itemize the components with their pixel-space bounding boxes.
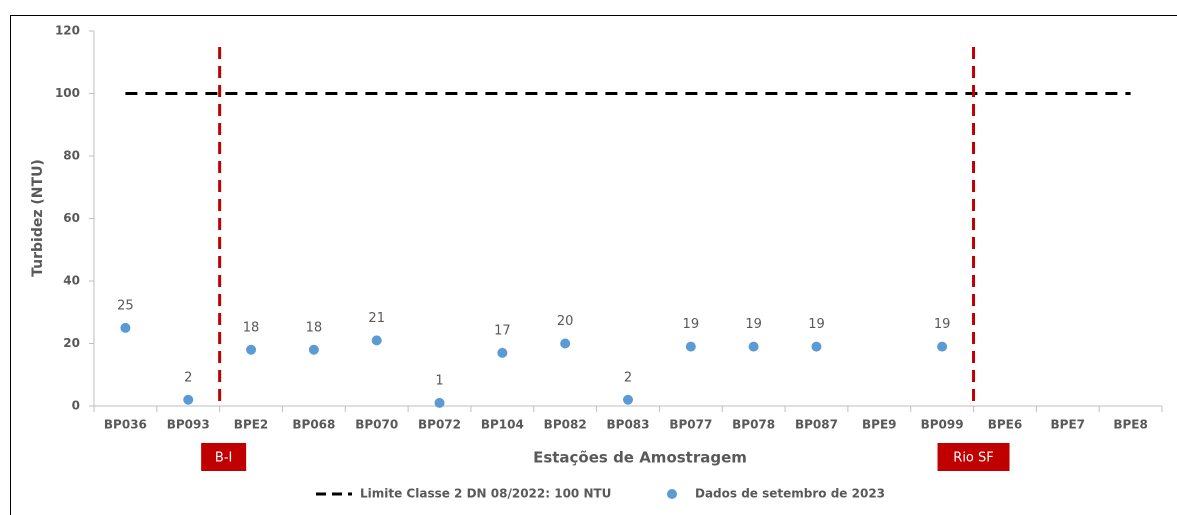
legend-marker	[667, 489, 677, 499]
data-point	[246, 344, 257, 355]
data-point	[434, 397, 445, 408]
data-point	[811, 341, 822, 352]
x-tick-label: BP083	[607, 418, 650, 432]
y-tick-label: 60	[63, 211, 80, 225]
data-point	[560, 338, 571, 349]
divider-label: Rio SF	[953, 451, 993, 466]
y-tick-label: 40	[63, 274, 80, 288]
y-axis-title: Turbidez (NTU)	[30, 159, 46, 277]
divider-label: B-I	[215, 451, 232, 466]
data-point	[623, 394, 633, 405]
data-label: 19	[683, 317, 700, 332]
data-label: 25	[117, 298, 134, 313]
data-label: 18	[306, 320, 323, 335]
x-tick-label: BP099	[921, 418, 964, 432]
divider-label-box	[937, 443, 1010, 471]
x-tick-label: BP078	[732, 418, 775, 432]
data-label: 19	[745, 317, 762, 332]
y-tick-label: 80	[63, 149, 80, 163]
data-point	[748, 341, 759, 352]
data-point	[937, 341, 948, 352]
y-tick-label: 0	[72, 399, 80, 413]
data-label: 21	[368, 311, 385, 326]
x-tick-label: BP077	[669, 418, 712, 432]
data-label: 20	[557, 314, 574, 329]
x-tick-label: BPE8	[1113, 418, 1148, 432]
y-tick-label: 100	[55, 86, 80, 100]
data-point	[308, 344, 319, 355]
x-tick-label: BP072	[418, 418, 461, 432]
data-label: 17	[494, 323, 511, 338]
x-tick-label: BPE2	[234, 418, 269, 432]
x-tick-label: BPE6	[988, 418, 1023, 432]
data-point	[371, 335, 382, 346]
data-label: 1	[435, 373, 443, 388]
legend-label: Limite Classe 2 DN 08/2022: 100 NTU	[360, 487, 611, 501]
x-tick-label: BP068	[292, 418, 335, 432]
x-tick-label: BP070	[355, 418, 398, 432]
y-tick-label: 20	[63, 336, 80, 350]
y-tick-label: 120	[55, 24, 80, 38]
x-tick-label: BP093	[167, 418, 210, 432]
legend-label: Dados de setembro de 2023	[695, 487, 885, 501]
x-tick-label: BPE7	[1051, 418, 1086, 432]
x-tick-label: BP104	[481, 418, 524, 432]
data-point	[183, 394, 194, 405]
data-label: 2	[184, 370, 192, 385]
divider-label-box	[201, 443, 247, 471]
data-point	[685, 341, 696, 352]
data-point	[497, 347, 508, 358]
x-axis-title: Estações de Amostragem	[533, 449, 747, 467]
x-tick-label: BP082	[544, 418, 587, 432]
chart-frame	[10, 15, 1177, 515]
data-label: 18	[243, 320, 260, 335]
data-point	[120, 322, 131, 333]
data-label: 19	[934, 317, 951, 332]
data-label: 19	[808, 317, 825, 332]
x-tick-label: BP036	[104, 418, 147, 432]
x-tick-label: BPE9	[862, 418, 897, 432]
x-tick-label: BP087	[795, 418, 838, 432]
data-label: 2	[624, 370, 632, 385]
